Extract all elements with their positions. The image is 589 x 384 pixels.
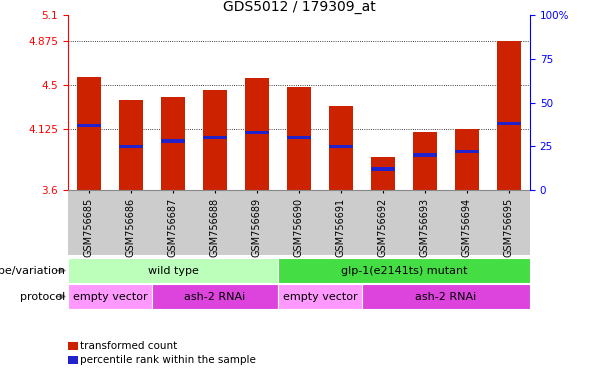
Text: genotype/variation: genotype/variation — [0, 265, 65, 275]
Text: transformed count: transformed count — [80, 341, 177, 351]
Bar — [287, 136, 310, 139]
Bar — [246, 78, 269, 190]
Bar — [77, 77, 101, 190]
Text: wild type: wild type — [148, 265, 198, 275]
Bar — [329, 106, 353, 190]
Bar — [498, 122, 521, 125]
Bar — [203, 90, 227, 190]
Bar — [498, 41, 521, 190]
Bar — [372, 167, 395, 170]
Text: protocol: protocol — [20, 291, 65, 301]
Bar — [246, 131, 269, 134]
Bar — [329, 145, 353, 148]
Bar — [77, 124, 101, 127]
Bar — [455, 150, 478, 153]
Bar — [287, 87, 310, 190]
Text: empty vector: empty vector — [283, 291, 358, 301]
Text: glp-1(e2141ts) mutant: glp-1(e2141ts) mutant — [341, 265, 467, 275]
Bar — [120, 145, 143, 148]
Bar — [372, 157, 395, 190]
Bar — [203, 136, 227, 139]
Bar — [413, 132, 436, 190]
Text: ash-2 RNAi: ash-2 RNAi — [184, 291, 246, 301]
Text: percentile rank within the sample: percentile rank within the sample — [80, 355, 256, 365]
Bar — [120, 100, 143, 190]
Text: ash-2 RNAi: ash-2 RNAi — [415, 291, 477, 301]
Bar — [455, 129, 478, 190]
Bar — [413, 153, 436, 157]
Bar — [161, 97, 184, 190]
Bar — [161, 139, 184, 142]
Title: GDS5012 / 179309_at: GDS5012 / 179309_at — [223, 0, 375, 14]
Text: empty vector: empty vector — [72, 291, 147, 301]
